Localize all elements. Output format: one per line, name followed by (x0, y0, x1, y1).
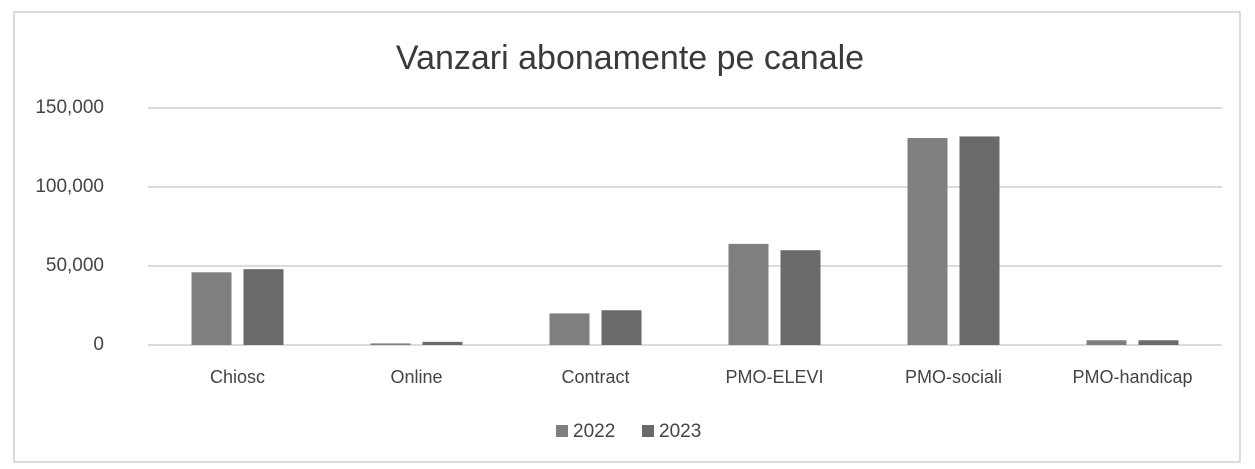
chart-title: Vanzari abonamente pe canale (396, 39, 864, 77)
x-tick-label: PMO-handicap (1072, 367, 1192, 387)
y-tick-label: 0 (93, 334, 104, 355)
bar (191, 272, 232, 345)
chart-border (13, 11, 1241, 463)
y-tick-label: 50,000 (46, 255, 104, 276)
y-tick-label: 100,000 (35, 176, 104, 197)
y-tick-label: 150,000 (35, 97, 104, 118)
x-tick-label: PMO-ELEVI (725, 367, 823, 387)
bar (370, 343, 411, 345)
bar (959, 136, 1000, 345)
bar (549, 313, 590, 345)
x-tick-label: Contract (561, 367, 629, 387)
bar (601, 310, 642, 345)
legend-label: 2023 (659, 421, 701, 442)
x-tick-label: PMO-sociali (905, 367, 1002, 387)
legend-swatch (556, 425, 568, 437)
legend-swatch (642, 425, 654, 437)
legend-label: 2022 (573, 421, 615, 442)
bar (1138, 340, 1179, 345)
bar (1086, 340, 1127, 345)
bar (243, 269, 284, 345)
bar (780, 250, 821, 345)
bar (907, 138, 948, 345)
bar (728, 243, 769, 345)
x-tick-label: Chiosc (210, 367, 265, 387)
x-tick-label: Online (390, 367, 442, 387)
bar (422, 341, 463, 345)
